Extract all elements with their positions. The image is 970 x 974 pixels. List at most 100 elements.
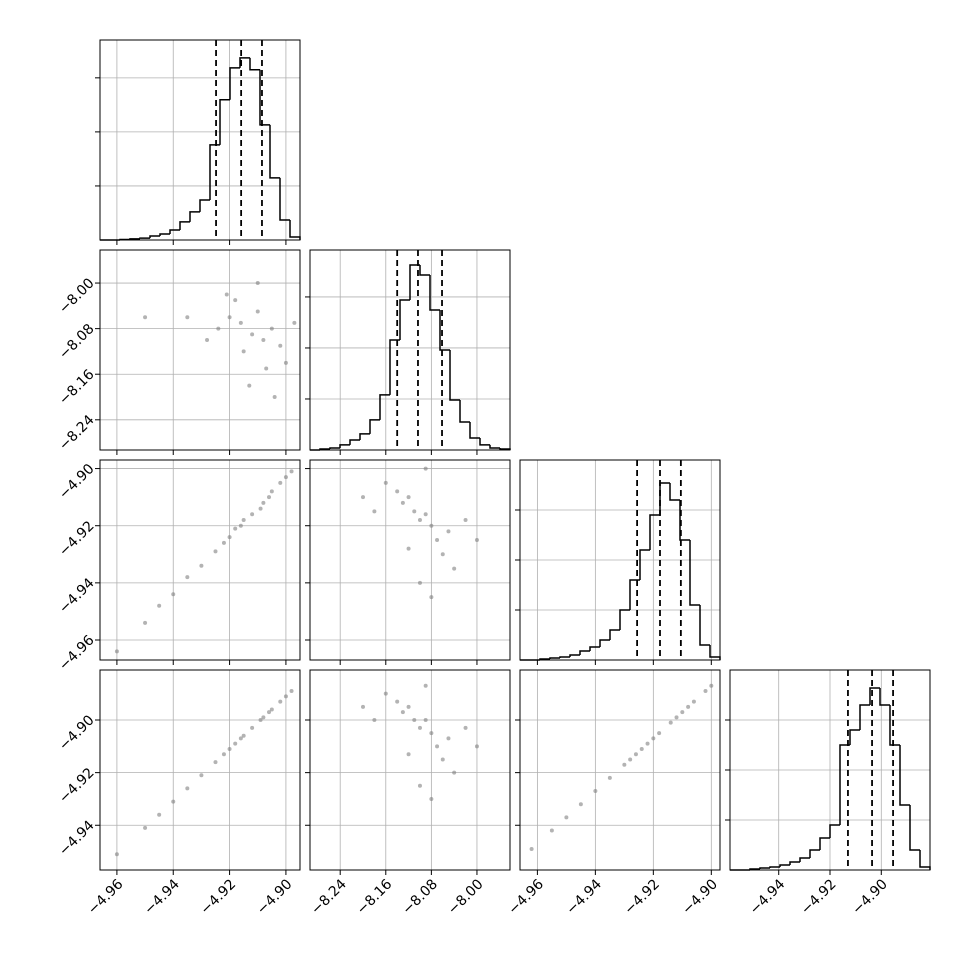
hist-bin	[279, 177, 290, 221]
sample-point	[435, 538, 440, 542]
sample-point	[607, 775, 612, 780]
hist-bin	[489, 444, 500, 449]
hist-bin	[689, 540, 700, 606]
sample-point	[255, 281, 260, 286]
hist-bin	[849, 729, 860, 745]
sample-point	[372, 509, 377, 514]
sample-point	[686, 704, 691, 709]
hist-bin	[479, 438, 490, 446]
hist-bin	[829, 824, 840, 838]
hist-bin	[769, 866, 780, 868]
hist-bin	[869, 687, 880, 705]
sample-point	[383, 480, 388, 485]
sample-point	[452, 566, 457, 571]
sample-point	[412, 718, 417, 722]
x-tick-label: −4.92	[198, 876, 240, 918]
sample-point	[429, 796, 434, 801]
sample-point	[171, 592, 176, 597]
hist-bin	[859, 704, 870, 730]
sample-point	[622, 762, 627, 767]
axes-background	[520, 670, 720, 870]
hist-bin	[229, 67, 240, 100]
sample-point	[639, 746, 644, 751]
sample-point	[423, 683, 428, 688]
y-tick-label: −4.94	[56, 818, 98, 860]
hist-bin	[809, 849, 820, 858]
x-tick-label: −4.94	[747, 876, 789, 918]
sample-point	[529, 846, 534, 851]
hist-bin	[219, 98, 230, 145]
y-tick-label: −4.94	[56, 575, 98, 617]
hist-bin	[449, 350, 460, 401]
sample-point	[241, 733, 246, 738]
axes-frame	[309, 249, 511, 451]
sample-point	[628, 757, 633, 762]
x-tick-label: −4.94	[563, 876, 605, 918]
sample-point	[633, 752, 638, 757]
x-tick-label: −4.92	[798, 876, 840, 918]
sample-point	[114, 852, 119, 857]
axes-frame	[99, 39, 301, 241]
sample-point	[446, 529, 451, 534]
sample-point	[241, 349, 246, 354]
sample-point	[657, 731, 662, 736]
sample-point	[703, 689, 708, 694]
sample-point	[199, 563, 204, 568]
hist-bin	[179, 221, 190, 230]
sample-point	[267, 710, 272, 715]
sample-point	[143, 620, 148, 625]
x-tick-label: −8.16	[354, 876, 396, 918]
x-tick-label: −4.90	[849, 876, 891, 918]
hist-bin	[349, 439, 360, 445]
sample-point	[227, 746, 232, 751]
x-tick-label: −8.08	[399, 876, 441, 918]
sample-point	[255, 309, 260, 314]
axes-frame	[519, 669, 721, 871]
sample-point	[258, 718, 263, 722]
hist-bin	[549, 657, 560, 659]
sample-point	[283, 360, 288, 365]
sample-point	[360, 704, 365, 709]
hist-bin	[619, 609, 630, 630]
sample-point	[680, 710, 685, 715]
sample-point	[238, 320, 243, 325]
hist-bin	[259, 69, 270, 126]
x-tick-label: −4.90	[254, 876, 296, 918]
sample-point	[238, 736, 243, 741]
sample-point	[429, 523, 434, 528]
sample-point	[205, 338, 210, 343]
sample-point	[261, 500, 266, 505]
sample-point	[417, 783, 422, 788]
hist-bin	[269, 124, 280, 179]
hist-bin	[419, 265, 430, 276]
sample-point	[227, 315, 232, 320]
sample-point	[383, 691, 388, 696]
sample-point	[278, 480, 283, 485]
sample-point	[406, 495, 411, 500]
hist-bin	[669, 483, 680, 501]
sample-point	[292, 320, 297, 325]
sample-point	[143, 825, 148, 830]
sample-point	[185, 786, 190, 791]
hist-bin	[329, 447, 340, 449]
sample-point	[372, 718, 377, 722]
sample-point	[233, 298, 238, 303]
sample-point	[278, 699, 283, 704]
axes-frame	[309, 459, 511, 661]
hist-bin	[899, 745, 910, 806]
sample-point	[651, 736, 656, 741]
hist-bin	[459, 400, 470, 423]
sample-point	[440, 552, 445, 557]
sample-point	[258, 506, 263, 511]
hist-bin	[609, 629, 620, 640]
x-tick-label: −4.94	[141, 876, 183, 918]
sample-point	[233, 741, 238, 746]
hist-bin	[839, 744, 850, 825]
sample-point	[171, 799, 176, 804]
sample-point	[269, 326, 274, 331]
sample-point	[463, 518, 468, 522]
axes-frame	[519, 459, 721, 661]
hist-bin	[779, 864, 790, 867]
